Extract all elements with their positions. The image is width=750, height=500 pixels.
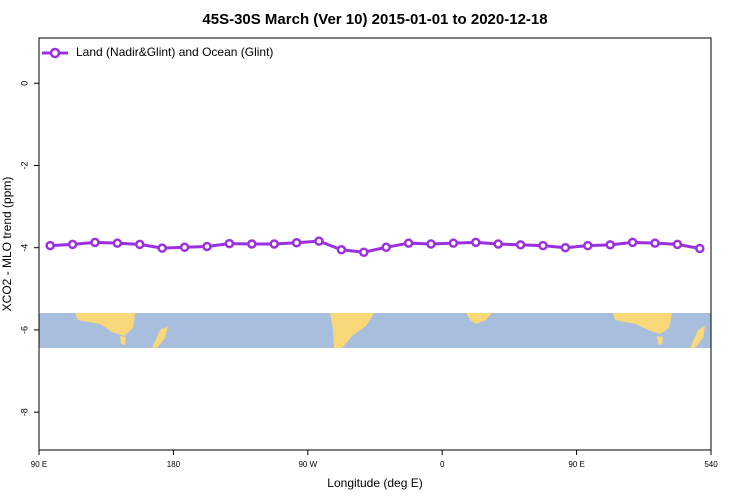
- data-point: [314, 236, 324, 246]
- data-point: [583, 240, 593, 251]
- data-point: [157, 243, 167, 253]
- data-point: [426, 239, 436, 249]
- x-tick-label: 90 E: [31, 460, 47, 469]
- data-point: [291, 238, 302, 248]
- data-point: [67, 239, 78, 250]
- y-axis-label: XCO2 - MLO trend (ppm): [0, 177, 14, 312]
- data-point: [381, 242, 391, 253]
- data-point: [269, 239, 279, 249]
- series-line: [50, 239, 701, 254]
- y-tick-label: -4: [19, 244, 29, 252]
- data-point: [605, 240, 615, 250]
- x-tick-label: 90 W: [298, 460, 317, 469]
- data-point: [650, 238, 660, 248]
- y-tick-label: -6: [19, 326, 29, 334]
- x-tick-label: 0: [440, 460, 445, 469]
- data-point: [695, 243, 705, 254]
- data-point: [135, 239, 145, 250]
- data-point: [493, 239, 503, 249]
- data-point: [627, 237, 638, 248]
- data-point: [672, 239, 683, 250]
- x-axis-label: Longitude (deg E): [327, 476, 422, 490]
- x-tick-label: 180: [167, 460, 181, 469]
- data-point: [112, 238, 123, 248]
- x-tick-label: 90 E: [568, 460, 584, 469]
- data-point: [90, 237, 100, 248]
- data-point: [247, 239, 257, 249]
- data-point: [45, 240, 55, 251]
- plot-frame: [38, 37, 712, 451]
- data-point: [179, 242, 190, 253]
- data-point: [560, 242, 571, 253]
- y-tick-label: 0: [19, 81, 29, 86]
- y-tick-label: -8: [19, 408, 29, 416]
- data-point: [403, 238, 414, 248]
- data-point: [538, 240, 548, 251]
- legend-marker: [49, 47, 61, 59]
- y-tick-label: -2: [19, 161, 29, 169]
- data-point: [336, 245, 347, 255]
- data-point: [515, 240, 526, 250]
- data-point: [448, 238, 459, 248]
- chart-title: 45S-30S March (Ver 10) 2015-01-01 to 202…: [202, 11, 547, 28]
- map-strip: [39, 313, 711, 348]
- data-point: [224, 238, 235, 249]
- legend-label: Land (Nadir&Glint) and Ocean (Glint): [76, 45, 273, 59]
- data-point: [471, 237, 481, 248]
- data-point: [359, 247, 369, 257]
- data-point: [202, 241, 212, 252]
- x-tick-label: 540: [704, 460, 718, 469]
